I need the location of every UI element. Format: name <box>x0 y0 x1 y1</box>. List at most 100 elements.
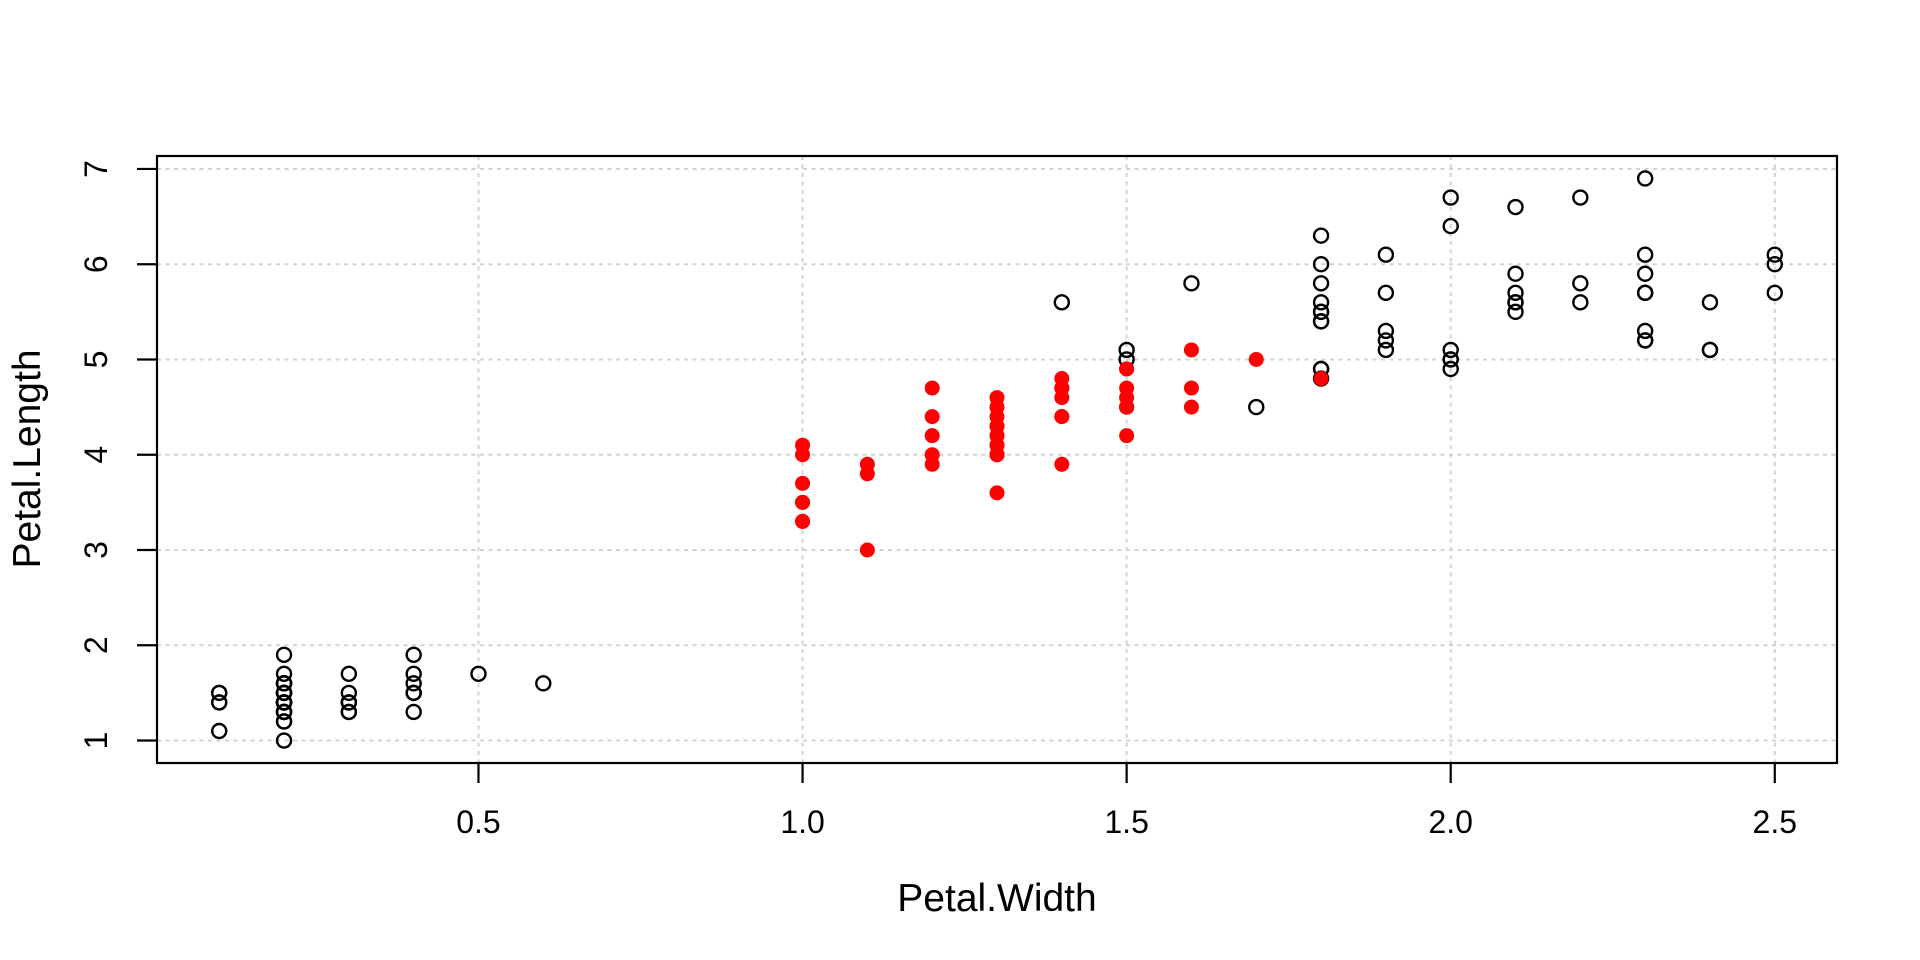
data-point-open <box>1766 246 1783 263</box>
x-tick-label: 2.0 <box>1428 804 1472 840</box>
data-point-open <box>275 665 293 683</box>
data-point-open <box>405 684 422 702</box>
data-point-open <box>1377 284 1395 301</box>
data-point-open <box>1507 284 1524 301</box>
data-point-open <box>340 703 358 721</box>
x-tick-label: 1.5 <box>1104 804 1148 840</box>
y-tick-label: 5 <box>78 351 114 369</box>
data-point-open <box>1572 189 1589 206</box>
data-point-open <box>470 665 487 683</box>
data-point-open <box>1636 332 1654 349</box>
plot-box <box>155 154 1839 765</box>
data-point-open <box>1377 341 1395 359</box>
y-tick-label: 6 <box>78 255 114 273</box>
data-point-open <box>405 675 422 692</box>
data-point-open <box>1701 341 1719 359</box>
data-point-filled <box>1054 390 1070 406</box>
x-axis-title: Petal.Width <box>897 877 1096 920</box>
data-point-open <box>405 703 422 721</box>
data-point-filled <box>1119 399 1135 415</box>
data-point-filled <box>795 475 811 491</box>
data-point-filled <box>795 437 811 453</box>
data-point-open <box>1766 256 1783 273</box>
data-point-filled <box>989 485 1005 501</box>
data-point-filled <box>1054 409 1070 425</box>
data-point-open <box>340 684 358 702</box>
data-point-filled <box>1119 428 1135 444</box>
data-point-open <box>275 675 293 692</box>
data-point-open <box>275 713 293 730</box>
data-point-filled <box>924 447 940 463</box>
data-point-open <box>1312 275 1330 292</box>
data-point-open <box>1636 246 1654 263</box>
data-point-open <box>1312 294 1330 311</box>
data-point-filled <box>1313 371 1329 387</box>
data-point-filled <box>924 428 940 444</box>
data-point-open <box>1766 284 1783 301</box>
data-point-open <box>535 675 552 692</box>
data-point-open <box>1377 332 1395 349</box>
data-point-open <box>1442 360 1459 378</box>
data-point-filled <box>1054 371 1070 387</box>
y-tick-label: 3 <box>78 541 114 559</box>
data-point-filled <box>989 418 1005 434</box>
y-tick-label: 1 <box>78 732 114 750</box>
data-point-open <box>1312 303 1330 321</box>
data-point-open <box>1507 265 1524 282</box>
data-point-filled <box>859 542 875 558</box>
data-point-open <box>1507 303 1524 321</box>
data-point-filled <box>989 390 1005 406</box>
data-point-filled <box>924 409 940 425</box>
data-point-filled <box>859 466 875 482</box>
data-point-filled <box>795 513 811 529</box>
data-point-open <box>1183 275 1200 292</box>
axes-layer <box>137 154 1839 783</box>
data-point-open <box>405 646 422 663</box>
data-point-open <box>1572 275 1589 292</box>
x-tick-label: 0.5 <box>456 804 500 840</box>
data-point-filled <box>924 380 940 396</box>
data-point-open <box>1701 294 1719 311</box>
data-point-open <box>405 665 422 683</box>
data-point-open <box>211 694 228 711</box>
data-point-open <box>1377 246 1395 263</box>
data-point-open <box>1507 294 1524 311</box>
data-point-open <box>1312 313 1330 330</box>
data-point-open <box>1636 322 1654 340</box>
data-point-open <box>1312 227 1330 244</box>
data-point-filled <box>1183 342 1199 358</box>
data-points-layer <box>211 170 1783 749</box>
data-point-open <box>1636 265 1654 282</box>
data-point-filled <box>1183 399 1199 415</box>
data-point-open <box>1312 256 1330 273</box>
data-point-open <box>1118 341 1135 359</box>
y-axis-title: Petal.Length <box>6 349 49 568</box>
y-tick-label: 4 <box>78 446 114 464</box>
tick-labels-layer: 0.5 1.0 1.5 2.0 2.5 1 2 3 4 5 6 7 <box>78 160 1797 840</box>
data-point-open <box>340 694 358 711</box>
x-tick-label: 2.5 <box>1753 804 1797 840</box>
data-point-open <box>1442 189 1459 206</box>
data-point-open <box>1442 217 1459 235</box>
data-point-open <box>1248 398 1265 416</box>
data-point-open <box>1442 351 1459 368</box>
data-point-open <box>1636 284 1654 301</box>
data-point-filled <box>989 437 1005 453</box>
data-point-open <box>275 703 293 721</box>
data-point-filled <box>1054 456 1070 472</box>
data-point-open <box>1636 170 1654 187</box>
data-point-open <box>275 694 293 711</box>
data-point-open <box>275 732 293 749</box>
data-point-open <box>211 722 228 740</box>
y-tick-label: 7 <box>78 160 114 178</box>
data-point-open <box>275 684 293 702</box>
data-point-open <box>1053 294 1071 311</box>
data-point-filled <box>1119 361 1135 377</box>
data-point-filled <box>1183 380 1199 396</box>
data-point-filled <box>1119 380 1135 396</box>
data-point-open <box>340 665 358 683</box>
y-tick-label: 2 <box>78 636 114 654</box>
data-point-open <box>1377 322 1395 340</box>
